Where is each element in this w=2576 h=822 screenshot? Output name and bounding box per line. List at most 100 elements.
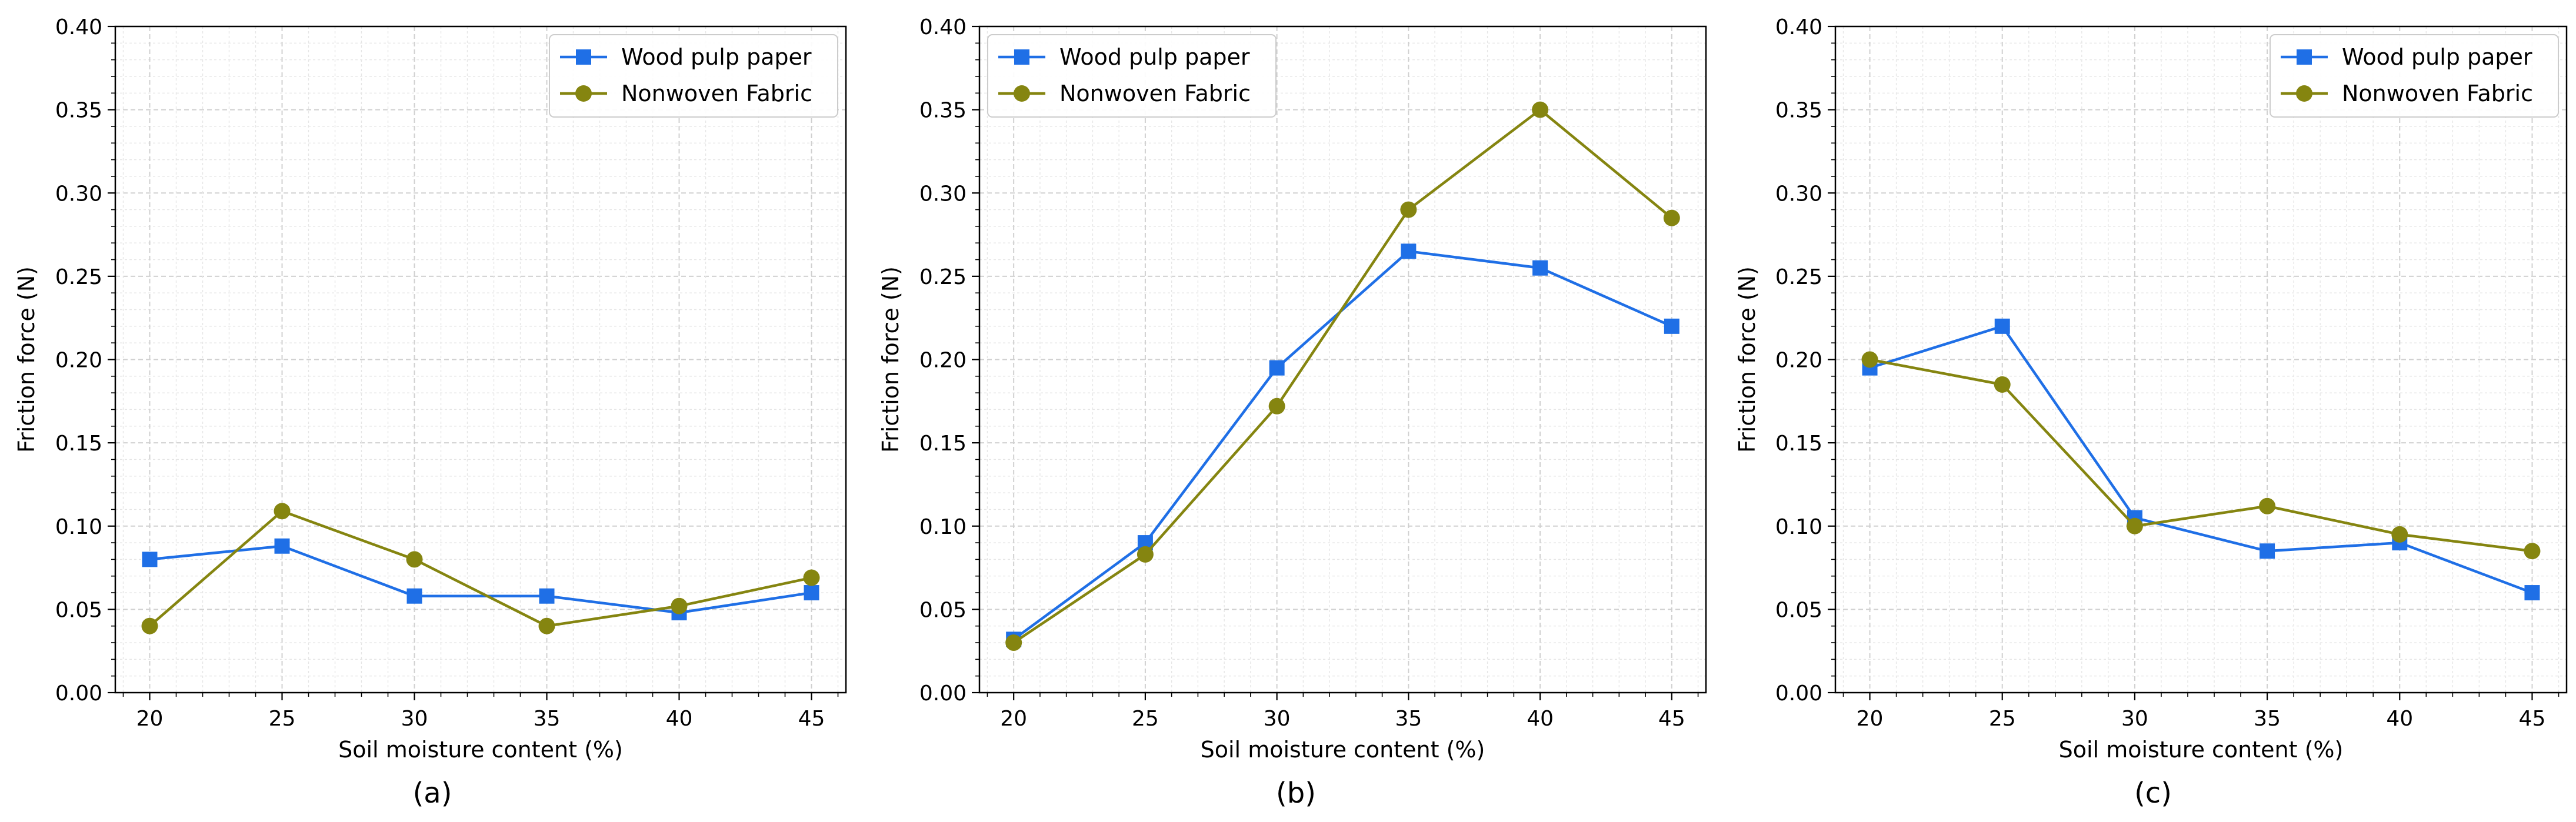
data-point-circle	[671, 597, 688, 614]
x-tick-label: 40	[666, 707, 693, 731]
legend-box	[2270, 34, 2559, 118]
series-nonwoven-fabric	[141, 503, 820, 634]
chart-panel-3: 0.00 0.05 0.10 0.15 0.20 0.25 0.30 0.35 0.40 20 25…	[1734, 15, 2568, 810]
data-point-square	[1994, 318, 2010, 334]
data-point-circle	[2126, 517, 2143, 534]
series-line	[1869, 325, 2533, 594]
y-axis-label: Friction force (N)	[1734, 266, 1760, 453]
x-tick-label: 20	[136, 707, 164, 731]
y-tick-label: 0.35	[919, 99, 967, 123]
legend-circle-marker	[2296, 85, 2312, 102]
legend-label: Wood pulp paper	[621, 44, 812, 70]
y-tick-label: 0.00	[919, 681, 967, 706]
y-tick-label: 0.15	[919, 432, 967, 456]
panel-label: (a)	[413, 777, 452, 810]
y-tick-label: 0.30	[919, 182, 967, 206]
y-tick-label: 0.20	[919, 349, 967, 373]
legend-label: Wood pulp paper	[2342, 44, 2532, 70]
x-tick-label: 40	[1527, 707, 1554, 731]
y-tick-label: 0.10	[55, 515, 102, 539]
legend-box	[987, 34, 1277, 118]
data-point-square	[1401, 243, 1417, 259]
data-point-circle	[1137, 546, 1154, 563]
y-tick-label: 0.35	[1775, 99, 1822, 123]
x-tick-label: 40	[2386, 707, 2413, 731]
grid	[1835, 26, 2567, 693]
series-line	[149, 544, 812, 614]
series-line	[1012, 108, 1673, 644]
chart-panel-2: 0.00 0.05 0.10 0.15 0.20 0.25 0.30 0.35 0.40 20 25…	[878, 15, 1707, 810]
legend-square-marker	[2297, 49, 2312, 65]
data-point-square	[142, 552, 158, 567]
legend-circle-marker	[1014, 85, 1030, 102]
legend-square-marker	[576, 49, 591, 65]
x-tick-label: 35	[534, 707, 561, 731]
legend-circle-marker	[575, 85, 592, 102]
y-tick-label: 0.25	[55, 265, 102, 289]
x-tick-label: 45	[798, 707, 825, 731]
y-axis-label: Friction force (N)	[14, 266, 39, 453]
x-axis-label: Soil moisture content (%)	[2059, 737, 2344, 763]
x-tick-label: 20	[1000, 707, 1027, 731]
series-line	[1869, 358, 2532, 553]
series-wood-pulp-paper	[142, 538, 819, 621]
x-tick-label: 45	[1658, 707, 1685, 731]
data-point-circle	[1663, 209, 1680, 226]
data-point-square	[1664, 318, 1679, 334]
data-point-circle	[1400, 201, 1417, 218]
data-point-circle	[1994, 376, 2011, 393]
data-point-square	[1269, 360, 1285, 376]
chart-panel-1: 0.00 0.05 0.10 0.15 0.20 0.25 0.30 0.35 0.40 20 25…	[14, 15, 847, 810]
x-tick-label: 30	[2121, 707, 2148, 731]
y-tick-label: 0.25	[919, 265, 967, 289]
plot-area	[1835, 26, 2567, 693]
legend: Wood pulp paper Nonwoven Fabric	[987, 34, 1277, 118]
series-wood-pulp-paper	[1862, 318, 2540, 601]
data-point-circle	[1005, 634, 1022, 651]
data-point-circle	[1532, 101, 1549, 118]
x-tick-label: 25	[1132, 707, 1159, 731]
series-nonwoven-fabric	[1005, 101, 1680, 651]
grid	[115, 26, 846, 693]
data-point-circle	[2391, 526, 2408, 543]
y-tick-label: 0.40	[919, 15, 967, 39]
x-tick-label: 25	[1989, 707, 2016, 731]
y-tick-label: 0.40	[1775, 15, 1822, 39]
y-tick-label: 0.35	[55, 99, 102, 123]
data-point-circle	[274, 503, 291, 520]
x-tick-label: 30	[1264, 707, 1291, 731]
data-point-circle	[1268, 397, 1285, 415]
data-point-square	[2260, 543, 2275, 559]
legend: Wood pulp paper Nonwoven Fabric	[2270, 34, 2559, 118]
y-tick-label: 0.00	[1775, 681, 1822, 706]
legend-box	[549, 34, 838, 118]
y-tick-label: 0.20	[55, 349, 102, 373]
y-tick-label: 0.05	[919, 598, 967, 622]
data-point-circle	[538, 617, 555, 634]
grid	[979, 26, 1706, 693]
x-tick-label: 45	[2519, 707, 2546, 731]
legend-label: Nonwoven Fabric	[2342, 81, 2533, 106]
y-tick-label: 0.00	[55, 681, 102, 706]
x-tick-label: 35	[1395, 707, 1422, 731]
data-point-circle	[141, 617, 158, 634]
series-line	[149, 510, 812, 627]
data-point-square	[274, 538, 290, 554]
data-point-square	[1532, 260, 1548, 276]
data-point-square	[406, 588, 422, 604]
y-tick-label: 0.20	[1775, 349, 1822, 373]
legend-square-marker	[1014, 49, 1029, 65]
y-tick-label: 0.15	[1775, 432, 1822, 456]
x-tick-label: 25	[269, 707, 296, 731]
panel-label: (b)	[1276, 777, 1316, 810]
x-tick-label: 35	[2254, 707, 2281, 731]
y-tick-label: 0.30	[1775, 182, 1822, 206]
x-tick-label: 20	[1857, 707, 1884, 731]
data-point-square	[539, 588, 555, 604]
data-point-circle	[1861, 351, 1878, 368]
data-point-circle	[803, 569, 820, 586]
legend-label: Nonwoven Fabric	[621, 81, 812, 106]
data-point-square	[2524, 585, 2540, 601]
